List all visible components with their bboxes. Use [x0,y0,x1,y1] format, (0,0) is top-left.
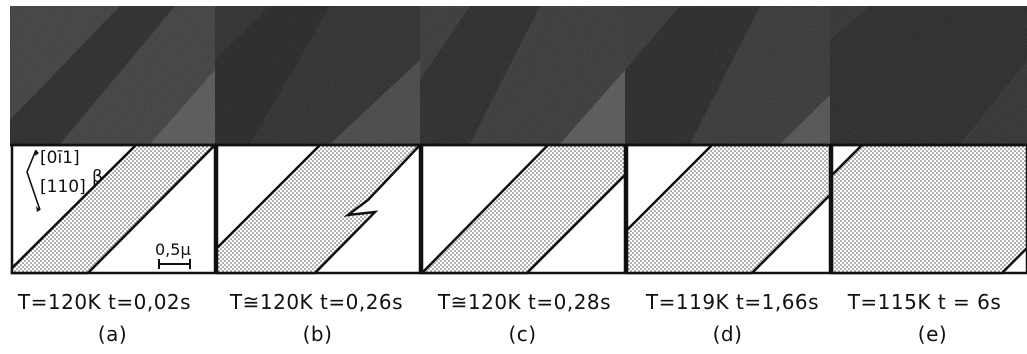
scale-bar-label: 0,5μ [155,240,191,259]
caption-letter-b: (b) [302,322,333,346]
caption-condition-a: T=120K t=0,02s [17,290,192,314]
phase-label: β [92,167,103,187]
caption-condition-e: T=115K t = 6s [847,290,1002,314]
scale-bar: 0,5μ [155,240,191,269]
figure-panels: [0ī1] [110] β 0,5μ [10,6,1027,275]
direction-annotations: [0ī1] [110] β [26,148,103,212]
schematic-e [830,143,1027,275]
schematic-b [215,143,423,275]
caption-letter-a: (a) [97,322,128,346]
caption-condition-b: T≅120K t=0,26s [229,290,404,314]
caption-condition-d: T=119K t=1,66s [645,290,820,314]
caption-condition-c: T≅120K t=0,28s [437,290,612,314]
schematic-a [10,143,219,275]
schematic-d [625,143,832,275]
direction-top-label: [0ī1] [40,148,80,168]
caption-letter-d: (d) [712,322,743,346]
caption-letter-c: (c) [508,322,537,346]
caption-letter-e: (e) [917,322,948,346]
micrograph-strip [10,6,1027,144]
schematic-c [419,143,627,275]
direction-bottom-label: [110] [40,177,86,197]
schematic-strip [10,143,1027,275]
